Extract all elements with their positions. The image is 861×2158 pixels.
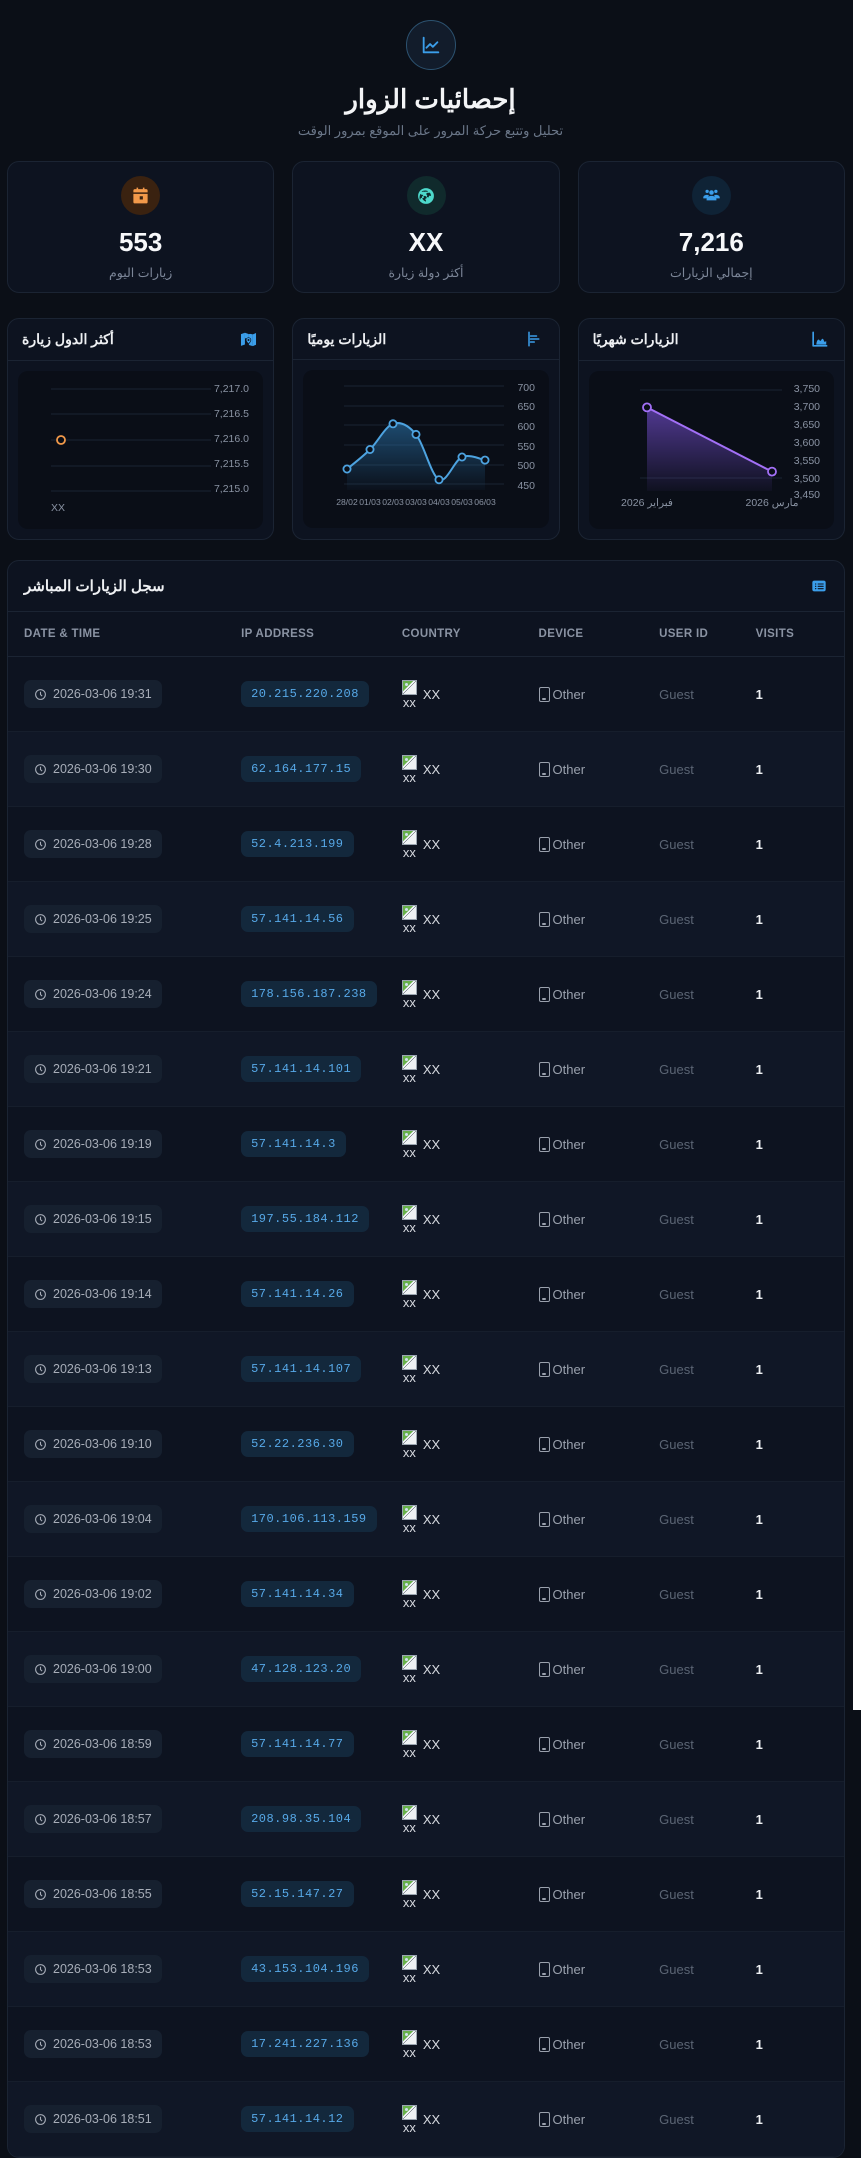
svg-text:7,217.0: 7,217.0 bbox=[214, 383, 249, 395]
svg-text:700: 700 bbox=[517, 382, 535, 394]
svg-text:XX: XX bbox=[51, 502, 65, 514]
svg-text:3,750: 3,750 bbox=[794, 383, 820, 395]
svg-text:450: 450 bbox=[517, 480, 535, 492]
svg-text:650: 650 bbox=[517, 401, 535, 413]
svg-text:550: 550 bbox=[517, 441, 535, 453]
svg-text:28/02: 28/02 bbox=[336, 497, 358, 507]
svg-text:3,550: 3,550 bbox=[794, 455, 820, 467]
svg-text:06/03: 06/03 bbox=[474, 497, 496, 507]
svg-text:7,216.5: 7,216.5 bbox=[214, 408, 249, 420]
svg-text:3,650: 3,650 bbox=[794, 419, 820, 431]
svg-text:7,215.5: 7,215.5 bbox=[214, 458, 249, 470]
svg-text:500: 500 bbox=[517, 460, 535, 472]
svg-text:3,500: 3,500 bbox=[794, 473, 820, 485]
svg-text:3,700: 3,700 bbox=[794, 401, 820, 413]
svg-text:04/03: 04/03 bbox=[428, 497, 450, 507]
svg-text:7,216.0: 7,216.0 bbox=[214, 433, 249, 445]
svg-text:مارس 2026: مارس 2026 bbox=[745, 497, 798, 509]
svg-text:فبراير 2026: فبراير 2026 bbox=[621, 497, 673, 509]
svg-text:600: 600 bbox=[517, 421, 535, 433]
svg-text:05/03: 05/03 bbox=[451, 497, 473, 507]
svg-text:03/03: 03/03 bbox=[405, 497, 427, 507]
svg-text:01/03: 01/03 bbox=[359, 497, 381, 507]
svg-text:3,600: 3,600 bbox=[794, 437, 820, 449]
svg-text:02/03: 02/03 bbox=[382, 497, 404, 507]
svg-text:7,215.0: 7,215.0 bbox=[214, 483, 249, 495]
